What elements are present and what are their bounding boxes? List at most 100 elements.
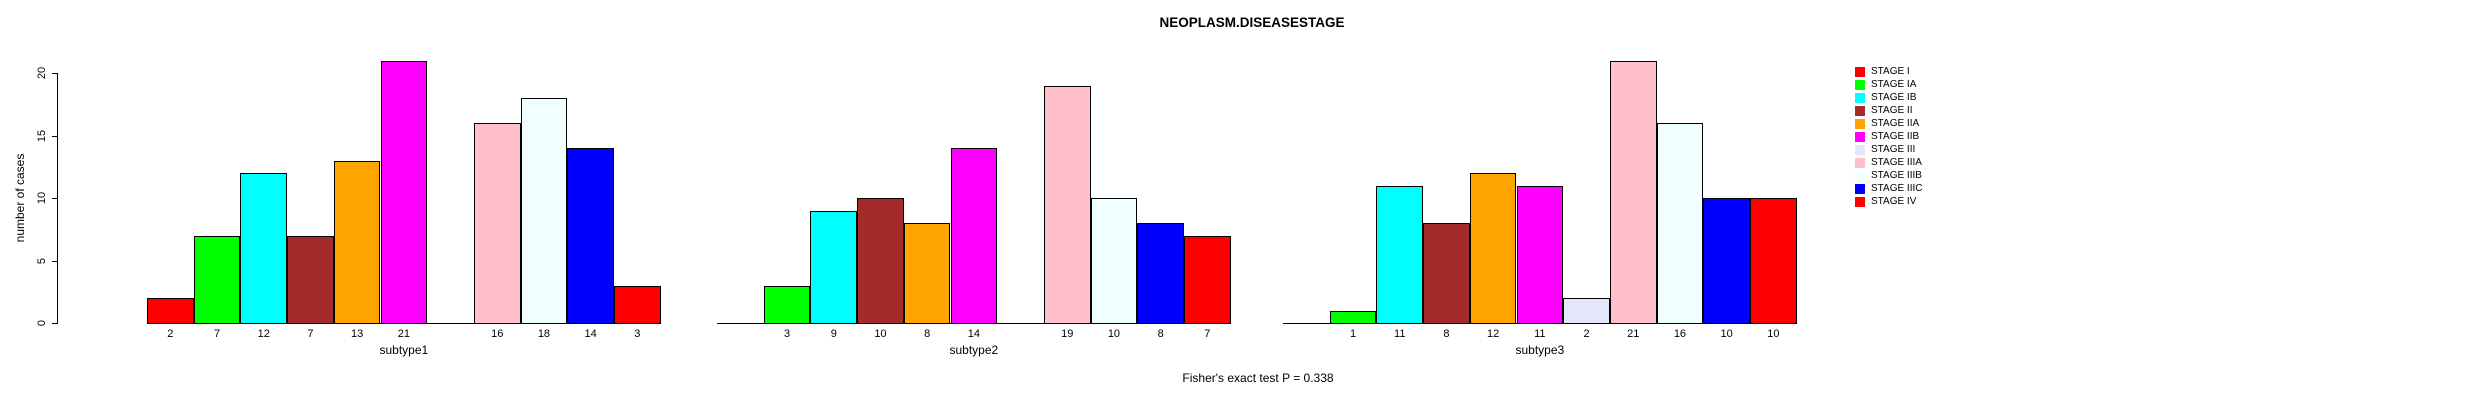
legend-label: STAGE IA: [1871, 79, 1917, 90]
bar-stage-i: [147, 298, 194, 324]
legend-row: STAGE IIB: [1855, 130, 1923, 143]
legend: STAGE I STAGE IA STAGE IB STAGE II STAGE IIA…: [1855, 65, 1923, 208]
legend-swatch: [1855, 144, 1865, 155]
bar-value-label: 14: [584, 328, 597, 340]
legend-label: STAGE IIA: [1871, 118, 1920, 129]
bar-stage-iia: [333, 160, 381, 324]
bar-stage-iiia: [1043, 85, 1091, 324]
legend-swatch: [1855, 183, 1865, 194]
bar-value-label: 3: [634, 328, 641, 340]
bar-stage-iiib: [1656, 123, 1704, 324]
legend-row: STAGE IB: [1855, 91, 1923, 104]
bar-value-label: 2: [167, 328, 174, 340]
bar-value-label: 18: [537, 328, 551, 340]
bar-stage-iiib: [1090, 198, 1138, 324]
bar-value-label: 12: [257, 328, 270, 340]
legend-swatch: [1855, 131, 1865, 142]
legend-swatch: [1855, 170, 1865, 181]
bar-stage-ib: [240, 173, 288, 324]
bar-stage-iiib: [520, 98, 568, 324]
bar-stage-ii: [857, 198, 904, 324]
bar-stage-iiic: [1137, 223, 1184, 324]
bar-stage-iiia: [473, 123, 521, 324]
legend-row: STAGE III: [1855, 143, 1923, 156]
bar-stage-iiic: [1703, 198, 1750, 324]
y-axis-tick: [52, 323, 57, 324]
bar-value-label: 16: [491, 328, 504, 340]
bar-value-label: 7: [1204, 328, 1211, 340]
bar-stage-iib: [380, 60, 428, 324]
chart-title: NEOPLASM.DISEASESTAGE: [1159, 15, 1345, 30]
bar-value-label: 13: [351, 328, 364, 340]
legend-label: STAGE IV: [1871, 196, 1917, 207]
y-axis-tick-label: 20: [36, 66, 48, 80]
bar-value-label: 8: [1157, 328, 1164, 340]
bar-stage-iii: [1563, 298, 1610, 324]
legend-label: STAGE III: [1871, 144, 1916, 155]
y-axis-tick: [52, 260, 57, 262]
legend-row: STAGE IV: [1855, 195, 1923, 208]
bar-value-label: 21: [1627, 328, 1640, 340]
bar-value-label: 11: [1394, 328, 1406, 340]
legend-label: STAGE IIB: [1871, 131, 1920, 142]
bar-stage-iv: [1750, 198, 1797, 324]
bar-value-label: 10: [1107, 328, 1121, 340]
legend-row: STAGE IIA: [1855, 117, 1923, 130]
y-axis-line: [57, 73, 58, 324]
legend-label: STAGE IIIB: [1871, 170, 1922, 181]
legend-swatch: [1855, 66, 1865, 77]
legend-label: STAGE IIIA: [1871, 157, 1922, 168]
legend-swatch: [1855, 105, 1865, 116]
y-axis-tick-label: 0: [36, 319, 48, 327]
bar-value-label: 11: [1534, 328, 1546, 340]
legend-label: STAGE IB: [1871, 92, 1917, 103]
legend-swatch: [1855, 157, 1865, 168]
legend-row: STAGE IIIA: [1855, 156, 1923, 169]
bar-stage-iia: [903, 223, 951, 324]
bar-value-label: 19: [1061, 328, 1074, 340]
y-axis-tick: [52, 198, 57, 199]
legend-row: STAGE IIIB: [1855, 169, 1923, 182]
bar-value-label: 2: [1583, 328, 1590, 340]
bar-stage-ia: [193, 235, 241, 324]
legend-row: STAGE I: [1855, 65, 1923, 78]
bar-stage-ii: [1423, 223, 1470, 324]
bar-stage-ia: [1329, 310, 1377, 324]
bar-stage-iia: [1469, 173, 1517, 324]
legend-swatch: [1855, 196, 1865, 207]
bar-stage-ib: [1376, 185, 1424, 324]
bar-value-label: 16: [1673, 328, 1687, 340]
group-label-subtype3: subtype3: [1515, 343, 1565, 357]
bar-stage-iib: [1516, 185, 1564, 324]
y-axis-tick: [52, 135, 57, 137]
legend-label: STAGE II: [1871, 105, 1913, 116]
bar-value-label: 10: [1720, 328, 1733, 340]
bar-stage-iv: [1184, 235, 1231, 324]
group-label-subtype1: subtype1: [379, 343, 429, 357]
legend-swatch: [1855, 118, 1865, 129]
legend-swatch: [1855, 92, 1865, 103]
bar-value-label: 21: [397, 328, 410, 340]
fisher-test-annotation: Fisher's exact test P = 0.338: [1182, 371, 1334, 385]
bar-stage-ib: [810, 210, 858, 324]
bar-value-label: 14: [967, 328, 980, 340]
bar-value-label: 10: [874, 328, 887, 340]
bar-stage-iv: [614, 285, 661, 324]
legend-label: STAGE I: [1871, 66, 1910, 77]
y-axis-tick-label: 15: [36, 129, 48, 142]
bar-value-label: 12: [1487, 328, 1500, 340]
y-axis-tick-label: 10: [36, 191, 48, 205]
legend-label: STAGE IIIC: [1871, 183, 1923, 194]
bar-value-label: 3: [783, 328, 791, 340]
legend-swatch: [1855, 79, 1865, 90]
legend-row: STAGE II: [1855, 104, 1923, 117]
y-axis-tick: [52, 73, 57, 74]
bar-stage-iib: [950, 148, 998, 324]
bar-value-label: 10: [1767, 328, 1780, 340]
bar-value-label: 8: [924, 328, 931, 340]
legend-row: STAGE IIIC: [1855, 182, 1923, 195]
bar-value-label: 7: [307, 328, 314, 340]
y-axis-tick-label: 5: [36, 257, 48, 264]
bar-value-label: 1: [1349, 328, 1357, 340]
